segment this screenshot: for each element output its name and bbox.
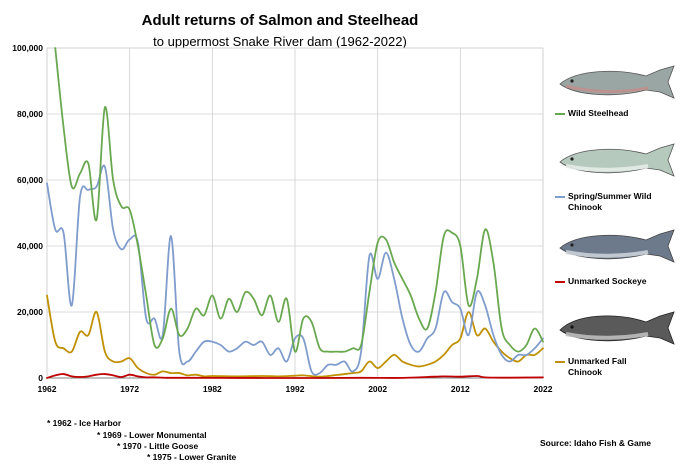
- y-tick-label: 40,000: [17, 241, 43, 251]
- fall-chinook-legend-label: Unmarked Fall Chinook: [568, 356, 627, 377]
- chinook-legend-label: Spring/Summer Wild Chinook: [568, 191, 652, 212]
- y-tick-label: 20,000: [17, 307, 43, 317]
- steelhead-legend-label: Wild Steelhead: [568, 108, 629, 118]
- y-tick-label: 60,000: [17, 175, 43, 185]
- steelhead-fish-icon: [559, 65, 675, 99]
- dam-note-1975: * 1975 - Lower Granite: [147, 452, 237, 462]
- series-line-steelhead: [54, 47, 544, 353]
- y-tick-label: 0: [38, 373, 43, 383]
- dam-note-1962: * 1962 - Ice Harbor: [47, 418, 122, 428]
- x-tick-label: 2012: [451, 384, 470, 394]
- series-line-chinook: [46, 164, 544, 376]
- x-tick-label: 2002: [368, 384, 387, 394]
- sockeye-fish-icon: [559, 229, 675, 263]
- dam-note-1970: * 1970 - Little Goose: [117, 441, 199, 451]
- y-tick-label: 80,000: [17, 109, 43, 119]
- source-text: Source: Idaho Fish & Game: [540, 438, 651, 448]
- dam-note-1969: * 1969 - Lower Monumental: [97, 430, 207, 440]
- y-tick-label: 100,000: [12, 43, 43, 53]
- x-tick-label: 1982: [203, 384, 222, 394]
- chinook-fish-icon: [559, 143, 675, 177]
- x-tick-label: 1992: [286, 384, 305, 394]
- chart-subtitle: to uppermost Snake River dam (1962-2022): [153, 34, 407, 49]
- x-tick-label: 1972: [120, 384, 139, 394]
- sockeye-legend-label: Unmarked Sockeye: [568, 276, 647, 286]
- steelhead-legend-swatch: [555, 113, 565, 115]
- sockeye-legend-swatch: [555, 281, 565, 283]
- x-tick-label: 1962: [38, 384, 57, 394]
- chinook-legend-swatch: [555, 196, 565, 198]
- series-line-fall-chinook: [46, 294, 544, 378]
- x-tick-label: 2022: [534, 384, 553, 394]
- chart-title: Adult returns of Salmon and Steelhead: [141, 12, 419, 29]
- fall-chinook-fish-icon: [559, 311, 675, 345]
- series-line-sockeye: [46, 373, 544, 379]
- fall-chinook-legend-swatch: [555, 361, 565, 363]
